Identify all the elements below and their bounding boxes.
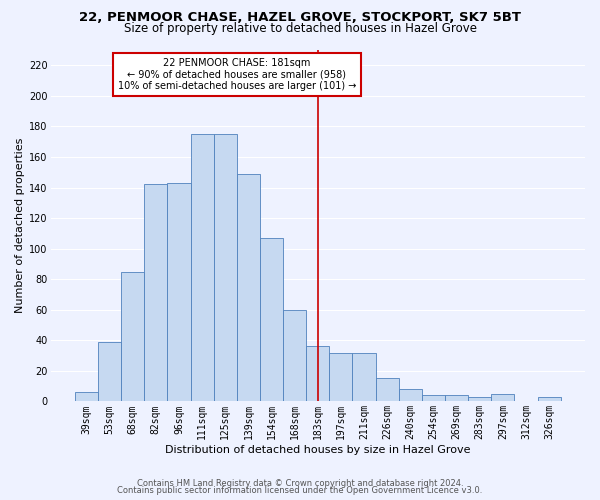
Bar — [98, 342, 121, 402]
Bar — [75, 392, 98, 402]
Text: Contains public sector information licensed under the Open Government Licence v3: Contains public sector information licen… — [118, 486, 482, 495]
Bar — [445, 396, 468, 402]
Bar — [491, 394, 514, 402]
Bar — [191, 134, 214, 402]
Bar — [237, 174, 260, 402]
Bar — [306, 346, 329, 402]
Bar — [352, 352, 376, 402]
Bar — [422, 396, 445, 402]
Bar — [144, 184, 167, 402]
Bar — [399, 389, 422, 402]
Bar — [283, 310, 306, 402]
Text: 22 PENMOOR CHASE: 181sqm
← 90% of detached houses are smaller (958)
10% of semi-: 22 PENMOOR CHASE: 181sqm ← 90% of detach… — [118, 58, 356, 91]
Text: Size of property relative to detached houses in Hazel Grove: Size of property relative to detached ho… — [124, 22, 476, 35]
Bar — [468, 397, 491, 402]
X-axis label: Distribution of detached houses by size in Hazel Grove: Distribution of detached houses by size … — [165, 445, 470, 455]
Text: 22, PENMOOR CHASE, HAZEL GROVE, STOCKPORT, SK7 5BT: 22, PENMOOR CHASE, HAZEL GROVE, STOCKPOR… — [79, 11, 521, 24]
Bar — [121, 272, 144, 402]
Bar — [329, 352, 352, 402]
Bar — [214, 134, 237, 402]
Bar — [376, 378, 399, 402]
Bar — [538, 397, 561, 402]
Bar — [167, 183, 191, 402]
Text: Contains HM Land Registry data © Crown copyright and database right 2024.: Contains HM Land Registry data © Crown c… — [137, 478, 463, 488]
Y-axis label: Number of detached properties: Number of detached properties — [15, 138, 25, 314]
Bar — [260, 238, 283, 402]
